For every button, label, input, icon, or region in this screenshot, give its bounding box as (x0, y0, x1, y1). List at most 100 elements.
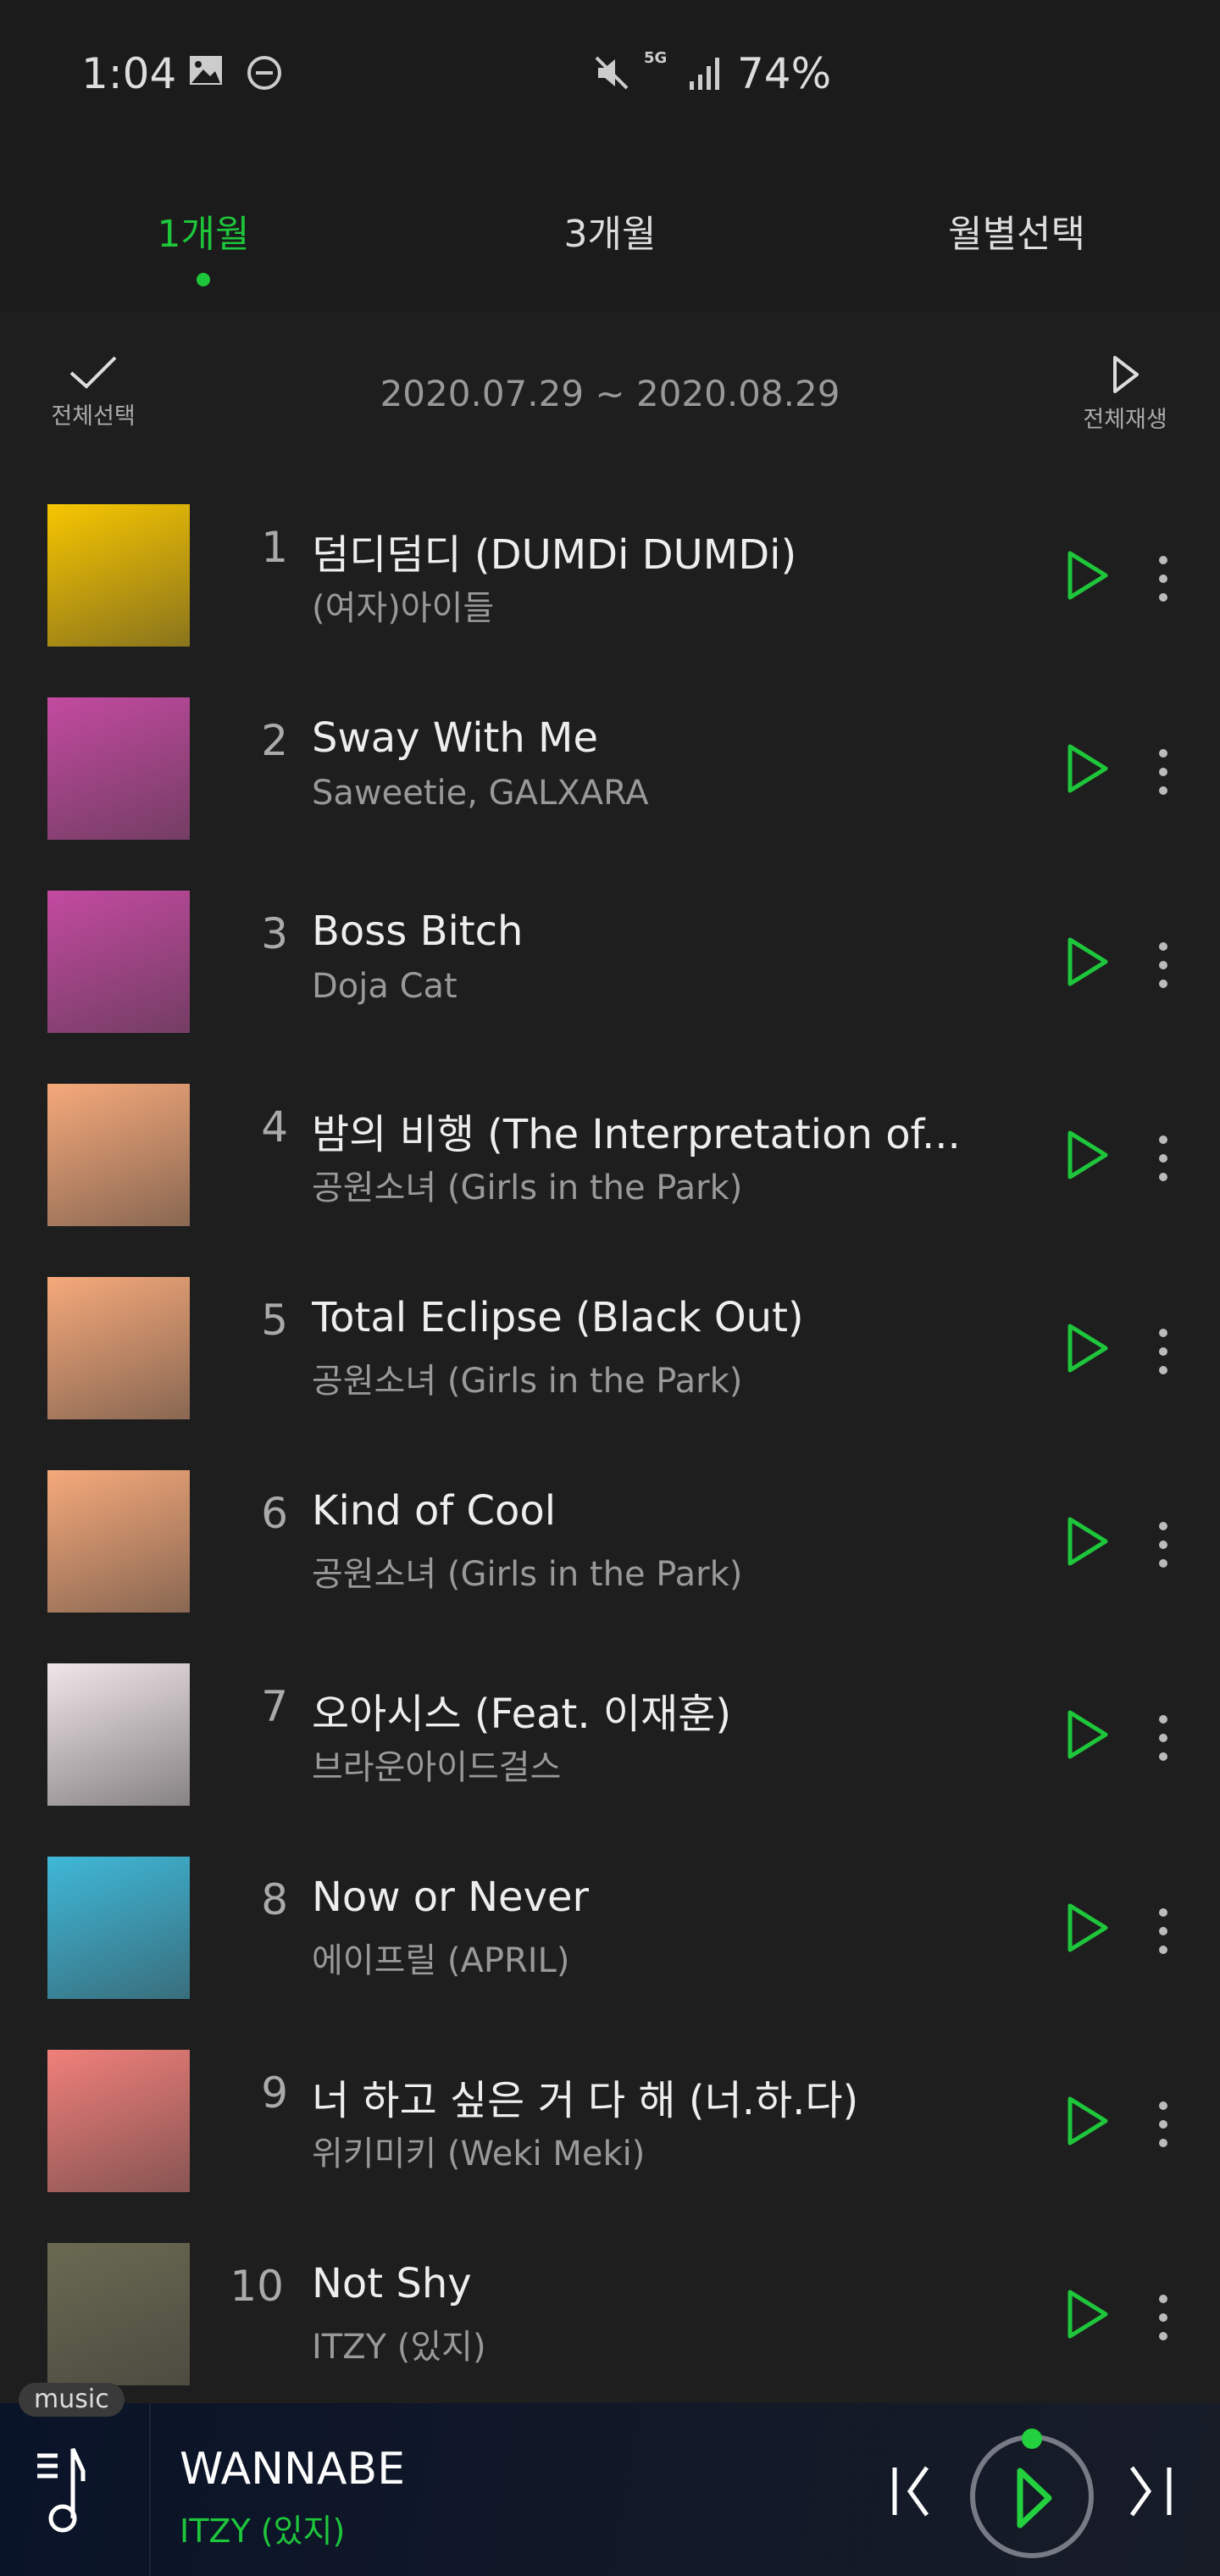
track-title: 너 하고 싶은 거 다 해 (너.하.다) (312, 2077, 859, 2124)
album-art (47, 2050, 190, 2192)
more-options-icon[interactable] (1151, 940, 1176, 991)
track-row[interactable]: 6 Kind of Cool 공원소녀 (Girls in the Park) (0, 1470, 1220, 1663)
active-tab-indicator (197, 273, 210, 286)
album-art (47, 697, 190, 840)
more-options-icon[interactable] (1151, 1519, 1176, 1570)
track-row[interactable]: 5 Total Eclipse (Black Out) 공원소녀 (Girls … (0, 1277, 1220, 1470)
track-rank: 1 (261, 523, 288, 572)
track-rank: 7 (261, 1682, 288, 1731)
tab-monthly-select[interactable]: 월별선택 (948, 213, 1085, 256)
play-all-button[interactable]: 전체재생 (1057, 354, 1193, 434)
track-artist: (여자)아이들 (312, 589, 495, 628)
date-range: 2020.07.29 ~ 2020.08.29 (380, 373, 840, 414)
play-icon[interactable] (1063, 1321, 1114, 1375)
track-row[interactable]: 8 Now or Never 에이프릴 (APRIL) (0, 1857, 1220, 2050)
track-title: 덤디덤디 (DUMDi DUMDi) (312, 531, 797, 579)
period-tabs: 1개월 3개월 월별선택 (0, 153, 1220, 312)
track-rank: 10 (230, 2262, 284, 2311)
track-artist: Saweetie, GALXARA (312, 774, 649, 813)
tab-3-months[interactable]: 3개월 (563, 213, 657, 256)
select-all-button[interactable]: 전체선택 (25, 354, 161, 430)
dnd-icon (246, 54, 283, 100)
playlist-icon[interactable] (34, 2446, 119, 2539)
track-row[interactable]: 3 Boss Bitch Doja Cat (0, 891, 1220, 1084)
track-title: Not Shy (312, 2260, 472, 2307)
track-artist: 브라운아이드걸스 (312, 1748, 562, 1787)
more-options-icon[interactable] (1151, 2292, 1176, 2343)
track-row[interactable]: 4 밤의 비행 (The Interpretation of... 공원소녀 (… (0, 1084, 1220, 1277)
divider (149, 2403, 151, 2576)
track-rank: 5 (261, 1296, 288, 1345)
clock: 1:04 (81, 49, 177, 98)
track-artist: Doja Cat (312, 967, 458, 1006)
track-rank: 4 (261, 1102, 288, 1152)
album-art (47, 1084, 190, 1226)
play-icon[interactable] (1063, 1514, 1114, 1568)
mini-player[interactable]: WANNABE ITZY (있지) (0, 2403, 1220, 2576)
track-artist: ITZY (있지) (312, 2328, 486, 2367)
track-row[interactable]: 9 너 하고 싶은 거 다 해 (너.하.다) 위키미키 (Weki Meki) (0, 2050, 1220, 2243)
more-options-icon[interactable] (1151, 747, 1176, 797)
play-icon[interactable] (1063, 1128, 1114, 1182)
battery-level: 74% (737, 49, 832, 98)
track-title: 밤의 비행 (The Interpretation of... (312, 1111, 961, 1158)
now-playing-title: WANNABE (180, 2444, 406, 2495)
album-art (47, 1277, 190, 1419)
more-options-icon[interactable] (1151, 1133, 1176, 1184)
track-row[interactable]: 10 Not Shy ITZY (있지) (0, 2243, 1220, 2436)
more-options-icon[interactable] (1151, 2099, 1176, 2150)
music-badge: music (19, 2383, 125, 2417)
progress-indicator (1022, 2429, 1042, 2449)
more-options-icon[interactable] (1151, 1713, 1176, 1763)
more-options-icon[interactable] (1151, 1326, 1176, 1377)
album-art (47, 1470, 190, 1613)
now-playing-artist: ITZY (있지) (180, 2512, 346, 2550)
previous-icon[interactable] (890, 2464, 940, 2518)
track-title: Kind of Cool (312, 1487, 557, 1535)
play-icon[interactable] (1063, 1901, 1114, 1955)
select-all-label: 전체선택 (51, 403, 136, 430)
track-row[interactable]: 1 덤디덤디 (DUMDi DUMDi) (여자)아이들 (0, 504, 1220, 697)
track-title: 오아시스 (Feat. 이재훈) (312, 1690, 732, 1738)
album-art (47, 2243, 190, 2385)
status-bar: 1:04 5G 74% (0, 0, 1220, 153)
play-icon[interactable] (1063, 2287, 1114, 2341)
next-icon[interactable] (1127, 2464, 1178, 2518)
play-all-label: 전체재생 (1083, 407, 1167, 433)
gallery-icon (188, 54, 225, 97)
signal-icon (688, 54, 722, 100)
play-icon[interactable] (1063, 935, 1114, 989)
track-artist: 공원소녀 (Girls in the Park) (312, 1362, 743, 1401)
network-5g-icon: 5G (644, 49, 668, 67)
play-icon[interactable] (1063, 548, 1114, 602)
more-options-icon[interactable] (1151, 1906, 1176, 1957)
album-art (47, 891, 190, 1033)
play-icon[interactable] (1063, 1707, 1114, 1762)
check-icon (69, 356, 117, 389)
track-rank: 2 (261, 716, 288, 765)
more-options-icon[interactable] (1151, 553, 1176, 604)
track-artist: 공원소녀 (Girls in the Park) (312, 1169, 743, 1208)
track-title: Boss Bitch (312, 908, 524, 955)
play-pause-button[interactable] (966, 2420, 1101, 2564)
track-rank: 6 (261, 1489, 288, 1538)
track-rank: 9 (261, 2068, 288, 2118)
action-bar: 전체선택 2020.07.29 ~ 2020.08.29 전체재생 (0, 312, 1220, 481)
album-art (47, 1663, 190, 1806)
play-icon[interactable] (1063, 2094, 1114, 2148)
album-art (47, 1857, 190, 1999)
track-title: Sway With Me (312, 714, 598, 762)
track-artist: 공원소녀 (Girls in the Park) (312, 1555, 743, 1594)
play-icon[interactable] (1063, 741, 1114, 796)
track-rank: 3 (261, 909, 288, 958)
play-icon (1113, 356, 1139, 393)
track-artist: 위키미키 (Weki Meki) (312, 2135, 646, 2174)
tab-1-month[interactable]: 1개월 (157, 213, 250, 256)
track-row[interactable]: 2 Sway With Me Saweetie, GALXARA (0, 697, 1220, 891)
track-rank: 8 (261, 1875, 288, 1924)
track-artist: 에이프릴 (APRIL) (312, 1941, 570, 1980)
mute-icon (593, 54, 630, 100)
album-art (47, 504, 190, 647)
track-title: Now or Never (312, 1874, 590, 1921)
track-row[interactable]: 7 오아시스 (Feat. 이재훈) 브라운아이드걸스 (0, 1663, 1220, 1857)
